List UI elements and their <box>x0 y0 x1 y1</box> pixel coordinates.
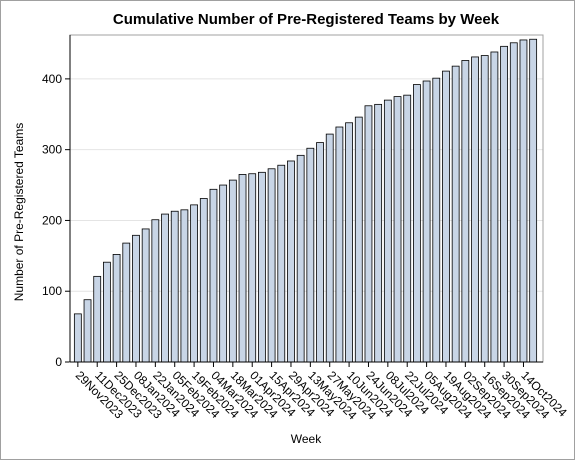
bar <box>316 142 324 363</box>
x-axis-label: Week <box>291 432 322 446</box>
bar <box>238 174 247 363</box>
bar <box>509 42 518 363</box>
bar <box>529 38 538 363</box>
bar <box>170 210 179 363</box>
bar <box>519 39 528 363</box>
y-tick-label: 100 <box>42 284 62 298</box>
bar <box>335 126 344 363</box>
bar <box>209 188 218 363</box>
bar <box>471 56 479 363</box>
bar <box>248 173 257 363</box>
bar <box>325 133 334 363</box>
bar <box>413 84 421 363</box>
bar <box>258 171 266 363</box>
bar <box>393 96 402 363</box>
bar <box>345 122 353 363</box>
bar <box>383 99 392 363</box>
bar <box>451 65 460 363</box>
bar <box>461 60 470 363</box>
bar <box>296 154 305 363</box>
bar <box>306 147 315 363</box>
bar <box>93 275 102 363</box>
bar <box>500 45 508 363</box>
bar <box>228 179 237 363</box>
bar <box>267 168 276 363</box>
bar <box>190 204 198 363</box>
y-tick-label: 0 <box>55 355 62 369</box>
bar <box>480 55 489 363</box>
bar <box>287 160 295 363</box>
bar <box>83 299 92 363</box>
bar <box>151 219 160 363</box>
bar <box>132 234 140 363</box>
bar <box>219 184 228 363</box>
y-axis-label: Number of Pre-Registered Teams <box>12 123 26 302</box>
bar <box>112 254 121 363</box>
bar <box>161 213 169 363</box>
bar <box>277 164 286 363</box>
bar <box>442 70 450 363</box>
bar <box>490 51 499 363</box>
chart-title: Cumulative Number of Pre-Registered Team… <box>113 11 500 28</box>
bar <box>73 313 82 363</box>
bar <box>103 261 111 363</box>
bar <box>364 105 373 363</box>
y-tick-label: 300 <box>42 143 62 157</box>
bar <box>141 228 150 363</box>
y-tick-label: 200 <box>42 213 62 227</box>
bar <box>374 103 383 363</box>
bar <box>122 242 131 363</box>
bar <box>354 116 363 363</box>
bar <box>180 209 189 363</box>
y-tick-label: 400 <box>42 72 62 86</box>
bar <box>432 77 441 363</box>
bar <box>422 80 431 363</box>
bar <box>403 94 412 363</box>
bar <box>199 198 208 363</box>
